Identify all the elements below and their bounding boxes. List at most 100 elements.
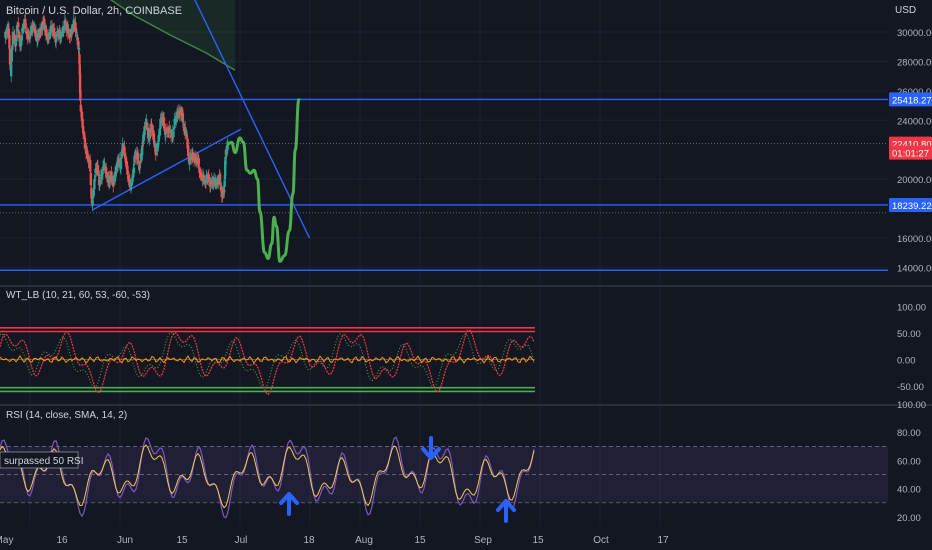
price-tick-label: 28000.00: [897, 57, 932, 68]
candle: [112, 180, 115, 187]
candle: [139, 160, 142, 162]
candle: [143, 126, 146, 136]
rsi-pane[interactable]: 100.00 80.00 60.00 40.00 20.00: [0, 400, 926, 524]
pane-separator[interactable]: [0, 404, 932, 406]
candle: [123, 146, 126, 153]
candle: [81, 126, 85, 134]
candle: [28, 38, 31, 40]
candle: [145, 124, 149, 126]
time-tick-label: May: [0, 535, 13, 546]
candle: [7, 28, 11, 37]
candle: [141, 145, 144, 147]
candle: [79, 104, 83, 112]
candle: [14, 40, 18, 46]
candle: [92, 190, 95, 196]
price-label-box: [889, 92, 932, 107]
candle: [75, 35, 78, 37]
candle: [6, 23, 10, 33]
wt-pane[interactable]: 100.00 50.00 0.00 -50.00: [0, 303, 926, 396]
candle: [143, 128, 147, 130]
candle: [11, 44, 14, 50]
candle: [218, 173, 222, 184]
candle: [45, 30, 48, 33]
candle: [204, 182, 208, 184]
candle: [177, 115, 180, 117]
price-label: 25418.27: [892, 95, 932, 106]
candle: [126, 171, 130, 174]
candle: [192, 155, 195, 159]
candle: [186, 138, 189, 149]
candle: [68, 34, 72, 38]
price-axis[interactable]: 30000.00 28000.00 26000.00 24000.00 20000.00…: [889, 28, 932, 274]
arrow-up-icon: [496, 499, 516, 523]
candle: [146, 127, 150, 139]
candle: [82, 134, 85, 136]
candle: [62, 28, 65, 34]
candle: [185, 132, 188, 136]
price-pane[interactable]: [0, 0, 888, 271]
ma-fill: [104, 0, 236, 71]
candle: [126, 165, 129, 175]
candle: [83, 137, 87, 149]
candle: [198, 166, 201, 173]
arrow-down-icon: [421, 436, 441, 460]
candle: [81, 118, 84, 128]
candle: [8, 35, 11, 49]
wt-series-line: [0, 354, 535, 365]
candle: [48, 33, 52, 37]
candle: [172, 131, 175, 138]
candle: [93, 179, 96, 190]
candle: [162, 117, 166, 122]
price-tick-label: 20000.00: [897, 175, 932, 186]
candle: [90, 188, 93, 199]
time-tick-label: Jul: [235, 535, 248, 546]
rsi-sma-line: [0, 444, 535, 509]
candle: [83, 134, 86, 139]
rsi-tick-label: 40.00: [897, 485, 921, 496]
candle: [57, 33, 61, 36]
pane-separator[interactable]: [0, 285, 932, 287]
candle: [49, 25, 52, 34]
candle: [110, 176, 114, 180]
arrow-up-icon: [279, 492, 299, 516]
candle: [20, 35, 24, 41]
candle: [13, 34, 16, 41]
candle: [172, 127, 176, 130]
time-tick-label: 18: [303, 535, 315, 546]
rsi-tick-label: 60.00: [897, 456, 921, 467]
candle: [123, 152, 127, 159]
candle: [149, 130, 152, 132]
time-tick-label: 15: [176, 535, 188, 546]
candle: [186, 145, 190, 157]
candle: [80, 110, 83, 112]
candle: [181, 112, 185, 123]
candle: [200, 176, 203, 179]
time-axis[interactable]: May 16 Jun 15 Jul 18 Aug 15 Sep 15 Oct 17: [0, 526, 932, 550]
candle: [18, 34, 21, 39]
price-tick-label: 14000.00: [897, 263, 932, 274]
candle: [91, 200, 94, 206]
candle: [197, 158, 201, 163]
candle: [124, 157, 127, 162]
candle: [133, 155, 136, 163]
candle: [4, 31, 7, 38]
candle: [163, 123, 166, 132]
candle: [142, 132, 146, 140]
candle: [15, 25, 19, 32]
candle: [130, 179, 134, 181]
candle: [159, 118, 162, 129]
candle: [103, 163, 106, 165]
candle: [188, 159, 191, 165]
currency-label: USD: [895, 5, 916, 16]
candle: [60, 37, 63, 39]
candle: [117, 158, 121, 163]
candle: [79, 90, 82, 101]
candle: [34, 30, 38, 38]
candle: [8, 48, 12, 65]
candle: [57, 32, 60, 34]
candle: [219, 182, 222, 184]
candle: [184, 130, 188, 132]
candle: [148, 128, 152, 139]
ascending-trendline: [91, 128, 242, 211]
